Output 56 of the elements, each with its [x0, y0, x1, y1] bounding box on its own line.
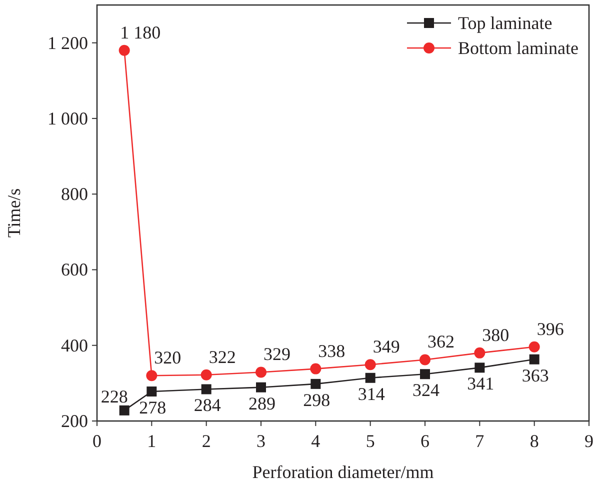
data-label: 314 — [358, 384, 385, 404]
y-tick-label: 800 — [61, 184, 88, 204]
point — [420, 369, 430, 380]
data-label: 362 — [428, 332, 454, 352]
x-tick-label: 8 — [530, 431, 539, 451]
y-tick-label: 1 000 — [48, 108, 88, 128]
x-tick-label: 0 — [92, 431, 102, 451]
data-label: 284 — [194, 395, 221, 416]
data-label: 1 180 — [120, 22, 161, 42]
point — [529, 354, 540, 364]
data-label: 278 — [139, 398, 166, 418]
point — [200, 369, 212, 380]
point — [119, 405, 130, 416]
x-tick-label: 5 — [366, 431, 375, 451]
y-axis-title: Time/s — [4, 188, 24, 238]
point — [528, 341, 540, 352]
data-label: 320 — [154, 348, 182, 368]
legend-label: Top laminate — [458, 13, 552, 33]
data-label: 329 — [264, 344, 290, 364]
point — [256, 382, 266, 392]
x-axis-title: Perforation diameter/mm — [252, 462, 434, 482]
x-tick-label: 2 — [202, 431, 211, 451]
x-tick-label: 3 — [256, 431, 266, 451]
point — [310, 378, 321, 389]
y-tick-label: 1 200 — [48, 32, 88, 53]
x-tick-label: 9 — [584, 431, 594, 451]
data-label: 349 — [372, 336, 400, 357]
data-label: 341 — [467, 374, 494, 394]
y-tick-label: 200 — [61, 411, 88, 431]
point — [201, 384, 212, 394]
x-tick-label: 7 — [475, 431, 484, 451]
data-label: 380 — [482, 324, 510, 345]
data-label: 298 — [303, 390, 330, 410]
data-label: 338 — [318, 340, 346, 361]
data-label: 396 — [536, 318, 564, 339]
y-tick-label: 400 — [61, 335, 88, 356]
data-label: 289 — [248, 393, 276, 414]
legend-label: Bottom laminate — [458, 38, 578, 58]
y-tick-label: 600 — [61, 260, 88, 280]
point — [310, 363, 322, 374]
point — [118, 44, 130, 56]
point — [365, 372, 376, 383]
data-label: 322 — [208, 346, 236, 367]
data-label: 363 — [522, 365, 549, 386]
point — [146, 386, 157, 396]
point — [474, 362, 485, 373]
point — [256, 366, 266, 378]
data-label: 324 — [412, 380, 440, 400]
x-tick-label: 4 — [311, 431, 320, 451]
point — [420, 354, 430, 366]
data-label: 228 — [100, 386, 128, 406]
point — [474, 347, 486, 358]
x-tick-label: 6 — [420, 431, 430, 451]
point — [146, 370, 158, 382]
x-tick-label: 1 — [147, 431, 156, 451]
point — [364, 359, 376, 370]
